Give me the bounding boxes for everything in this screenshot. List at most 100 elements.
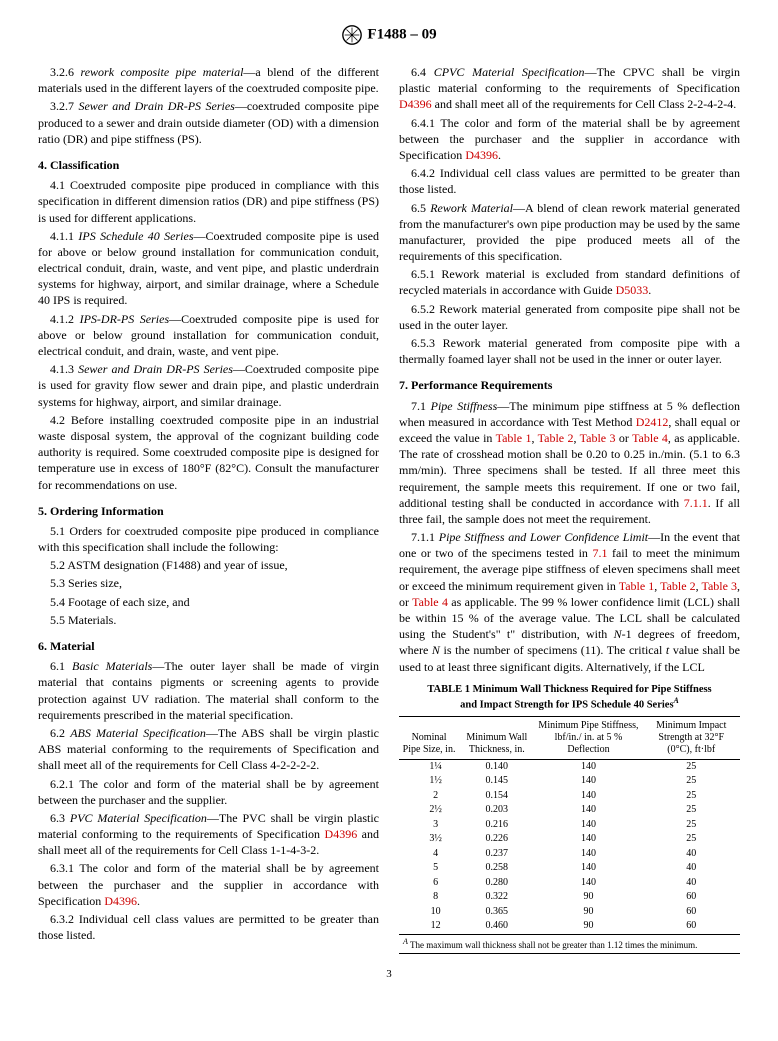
section-5-title: 5. Ordering Information <box>38 503 379 519</box>
para-327: 3.2.7 Sewer and Drain DR-PS Series—coext… <box>38 98 379 147</box>
page-header: F1488 – 09 <box>38 24 740 46</box>
ref-711[interactable]: 7.1.1 <box>684 496 708 510</box>
table-cell: 140 <box>534 861 642 876</box>
table-row: 1¼0.14014025 <box>399 759 740 774</box>
table-row: 30.21614025 <box>399 818 740 833</box>
table-cell: 140 <box>534 759 642 774</box>
th-c2: Minimum Wall Thickness, in. <box>459 716 534 759</box>
ref-d5033[interactable]: D5033 <box>616 283 649 297</box>
table-cell: 140 <box>534 774 642 789</box>
para-65: 6.5 Rework Material—A blend of clean rew… <box>399 200 740 265</box>
table-cell: 140 <box>534 847 642 862</box>
table-cell: 5 <box>399 861 459 876</box>
table-cell: 90 <box>534 890 642 905</box>
table-cell: 0.203 <box>459 803 534 818</box>
table-cell: 0.145 <box>459 774 534 789</box>
table-cell: 0.258 <box>459 861 534 876</box>
ref-table4-b[interactable]: Table 4 <box>412 595 448 609</box>
right-column: 6.4 CPVC Material Specification—The CPVC… <box>399 64 740 954</box>
designation: F1488 – 09 <box>367 26 436 42</box>
ref-d4396-2[interactable]: D4396 <box>104 894 137 908</box>
ref-d4396-4[interactable]: D4396 <box>465 148 498 162</box>
table-cell: 0.322 <box>459 890 534 905</box>
table-cell: 90 <box>534 919 642 934</box>
left-column: 3.2.6 rework composite pipe material—a b… <box>38 64 379 954</box>
table-1-footnote: A The maximum wall thickness shall not b… <box>399 934 740 954</box>
para-653: 6.5.3 Rework material generated from com… <box>399 335 740 367</box>
para-51: 5.1 Orders for coextruded composite pipe… <box>38 523 379 555</box>
para-41: 4.1 Coextruded composite pipe produced i… <box>38 177 379 226</box>
para-632: 6.3.2 Individual cell class values are p… <box>38 911 379 943</box>
table-cell: 140 <box>534 789 642 804</box>
table-cell: 25 <box>642 803 740 818</box>
para-55: 5.5 Materials. <box>38 612 379 628</box>
table-cell: 3 <box>399 818 459 833</box>
table-cell: 25 <box>642 832 740 847</box>
page-number: 3 <box>38 968 740 980</box>
two-column-body: 3.2.6 rework composite pipe material—a b… <box>38 64 740 954</box>
para-326: 3.2.6 rework composite pipe material—a b… <box>38 64 379 96</box>
para-62: 6.2 ABS Material Specification—The ABS s… <box>38 725 379 774</box>
para-61: 6.1 Basic Materials—The outer layer shal… <box>38 658 379 723</box>
table-cell: 1½ <box>399 774 459 789</box>
table-1-caption: TABLE 1 Minimum Wall Thickness Required … <box>399 683 740 712</box>
table-cell: 25 <box>642 774 740 789</box>
table-cell: 0.460 <box>459 919 534 934</box>
table-cell: 0.140 <box>459 759 534 774</box>
table-cell: 2½ <box>399 803 459 818</box>
ref-d4396-3[interactable]: D4396 <box>399 97 432 111</box>
table-row: 3½0.22614025 <box>399 832 740 847</box>
table-cell: 2 <box>399 789 459 804</box>
table-cell: 0.365 <box>459 905 534 920</box>
ref-d2412[interactable]: D2412 <box>636 415 669 429</box>
ref-table3-a[interactable]: Table 3 <box>580 431 616 445</box>
table-cell: 90 <box>534 905 642 920</box>
table-row: 100.3659060 <box>399 905 740 920</box>
para-631: 6.3.1 The color and form of the material… <box>38 860 379 909</box>
ref-table2-b[interactable]: Table 2 <box>660 579 696 593</box>
para-642: 6.4.2 Individual cell class values are p… <box>399 165 740 197</box>
para-52: 5.2 ASTM designation (F1488) and year of… <box>38 557 379 573</box>
table-cell: 0.216 <box>459 818 534 833</box>
page-root: F1488 – 09 3.2.6 rework composite pipe m… <box>0 0 778 1000</box>
table-cell: 140 <box>534 818 642 833</box>
ref-table2-a[interactable]: Table 2 <box>538 431 574 445</box>
ref-table1-b[interactable]: Table 1 <box>619 579 655 593</box>
table-1-grid: Nominal Pipe Size, in. Minimum Wall Thic… <box>399 716 740 934</box>
table-cell: 10 <box>399 905 459 920</box>
section-7-title: 7. Performance Requirements <box>399 377 740 393</box>
table-cell: 25 <box>642 759 740 774</box>
table-cell: 0.226 <box>459 832 534 847</box>
table-cell: 25 <box>642 818 740 833</box>
table-cell: 60 <box>642 890 740 905</box>
ref-d4396-1[interactable]: D4396 <box>325 827 358 841</box>
para-621: 6.2.1 The color and form of the material… <box>38 776 379 808</box>
para-54: 5.4 Footage of each size, and <box>38 594 379 610</box>
table-cell: 0.154 <box>459 789 534 804</box>
para-412: 4.1.2 IPS-DR-PS Series—Coextruded compos… <box>38 311 379 360</box>
th-c4: Minimum Impact Strength at 32°F (0°C), f… <box>642 716 740 759</box>
table-row: 20.15414025 <box>399 789 740 804</box>
astm-logo <box>341 24 363 46</box>
ref-table3-b[interactable]: Table 3 <box>701 579 737 593</box>
table-cell: 8 <box>399 890 459 905</box>
table-cell: 60 <box>642 905 740 920</box>
ref-table1-a[interactable]: Table 1 <box>496 431 532 445</box>
table-row: 1½0.14514025 <box>399 774 740 789</box>
para-42: 4.2 Before installing coextruded composi… <box>38 412 379 493</box>
ref-table4-a[interactable]: Table 4 <box>632 431 668 445</box>
table-cell: 6 <box>399 876 459 891</box>
table-row: 2½0.20314025 <box>399 803 740 818</box>
table-cell: 40 <box>642 861 740 876</box>
table-cell: 12 <box>399 919 459 934</box>
table-cell: 140 <box>534 876 642 891</box>
table-cell: 40 <box>642 876 740 891</box>
table-cell: 40 <box>642 847 740 862</box>
para-64: 6.4 CPVC Material Specification—The CPVC… <box>399 64 740 113</box>
para-711: 7.1.1 Pipe Stiffness and Lower Confidenc… <box>399 529 740 675</box>
table-cell: 140 <box>534 832 642 847</box>
table-cell: 4 <box>399 847 459 862</box>
table-cell: 60 <box>642 919 740 934</box>
table-row: 40.23714040 <box>399 847 740 862</box>
ref-71[interactable]: 7.1 <box>592 546 607 560</box>
